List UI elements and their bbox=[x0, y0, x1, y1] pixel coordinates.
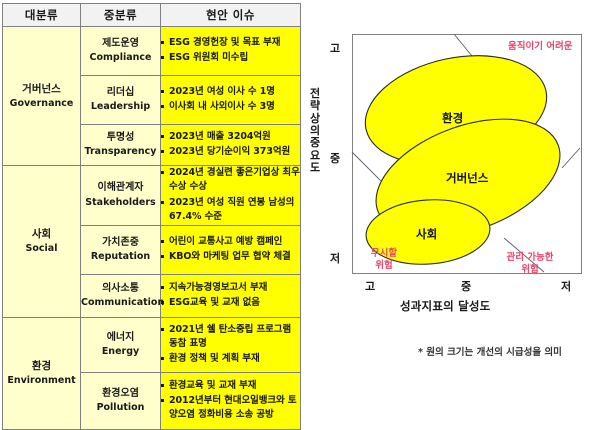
bubble-label-environment: 환경 bbox=[442, 111, 464, 125]
list-item: 2021년 쉘 탄소중립 프로그램 동참 표명 bbox=[161, 323, 300, 352]
y-axis-tick-mid: 중 bbox=[329, 152, 341, 165]
category-cell-social: 사회 Social bbox=[2, 165, 81, 318]
subcategory-cell-transparency: 투명성 Transparency bbox=[80, 124, 161, 166]
subcategory-cell-energy: 에너지 Energy bbox=[80, 317, 161, 373]
table-header-row: 대분류 중분류 현안 이슈 bbox=[2, 3, 301, 27]
issue-cell-leadership: 2023년 여성 이사 수 1명 이사회 내 사외이사 수 3명 bbox=[160, 75, 301, 125]
category-cell-environment: 환경 Environment bbox=[2, 317, 81, 430]
list-item: 2023년 매출 3204억원 bbox=[161, 130, 300, 144]
table-row: 의사소통 Communication 지속가능경영보고서 부재 ESG교육 및 … bbox=[3, 274, 301, 318]
column-header-issue: 현안 이슈 bbox=[160, 3, 301, 27]
list-item: ESG교육 및 교재 없음 bbox=[161, 296, 300, 310]
x-axis-tick-mid: 중 bbox=[460, 280, 472, 293]
subcategory-cell-leadership: 리더십 Leadership bbox=[80, 75, 161, 125]
bubble-label-governance: 거버넌스 bbox=[446, 171, 489, 185]
x-axis-tick-high: 고 bbox=[364, 280, 376, 293]
subcategory-cell-pollution: 환경오염 Pollution bbox=[80, 372, 161, 430]
subcategory-label-ko: 가치존중 bbox=[102, 236, 139, 248]
issue-cell-energy: 2021년 쉘 탄소중립 프로그램 동참 표명 환경 정책 및 계획 부재 bbox=[160, 317, 301, 373]
category-label-ko: 거버넌스 bbox=[22, 82, 61, 95]
list-item: 지속가능경영보고서 부재 bbox=[161, 281, 300, 295]
bubble-label-social: 사회 bbox=[416, 227, 438, 241]
y-axis-tick-high: 고 bbox=[329, 42, 341, 55]
issue-cell-communication: 지속가능경영보고서 부재 ESG교육 및 교재 없음 bbox=[160, 274, 301, 318]
subcategory-label-en: Reputation bbox=[90, 251, 151, 263]
annotation-line-2: 위험 bbox=[375, 260, 393, 272]
list-item: KBO와 마케팅 업무 협약 체결 bbox=[161, 250, 300, 264]
x-axis-title: 성과지표의 달성도 bbox=[400, 299, 491, 313]
table-row: 사회 Social 이해관계자 Stakeholders 2024년 경실련 좋… bbox=[2, 165, 301, 318]
subcategory-cell-reputation: 가치존중 Reputation bbox=[80, 225, 161, 275]
subcategory-label-en: Leadership bbox=[90, 101, 151, 113]
subcategory-label-en: Compliance bbox=[89, 52, 152, 64]
subcategory-label-en: Energy bbox=[101, 346, 140, 358]
list-item: ESG 위원회 미수립 bbox=[161, 51, 300, 65]
list-item: 2012년부터 현대오일뱅크와 토양오염 정화비용 소송 공방 bbox=[161, 394, 300, 423]
category-label-en: Environment bbox=[7, 375, 76, 387]
x-axis-tick-low: 저 bbox=[560, 280, 572, 293]
chart-footnote: * 원의 크기는 개선의 시급성을 의미 bbox=[418, 347, 562, 358]
table-row: 리더십 Leadership 2023년 여성 이사 수 1명 이사회 내 사외… bbox=[3, 75, 301, 125]
subcategory-label-en: Stakeholders bbox=[85, 196, 156, 208]
category-label-ko: 사회 bbox=[31, 228, 52, 240]
annotation-hard-to-move: 움직이기 어려운 bbox=[508, 41, 573, 52]
annotation-line-1: 무시할 bbox=[370, 248, 398, 259]
issue-cell-transparency: 2023년 매출 3204억원 2023년 당기순이익 373억원 bbox=[160, 124, 301, 166]
list-item: 어린이 교통사고 예방 캠페인 bbox=[161, 235, 300, 249]
issue-cell-stakeholders: 2024년 경실련 좋은기업상 최우수상 수상 2023년 여성 직원 연봉 남… bbox=[160, 165, 301, 226]
list-item: 2024년 경실련 좋은기업상 최우수상 수상 bbox=[161, 166, 300, 195]
table-row: 환경 Environment 에너지 Energy 2021년 쉘 탄소중립 프… bbox=[2, 317, 301, 430]
subcategory-label-ko: 에너지 bbox=[106, 331, 135, 343]
list-item: ESG 경영헌장 및 목표 부재 bbox=[161, 36, 300, 50]
subcategory-label-ko: 투명성 bbox=[106, 131, 135, 143]
issue-cell-reputation: 어린이 교통사고 예방 캠페인 KBO와 마케팅 업무 협약 체결 bbox=[160, 225, 301, 275]
list-item: 환경 정책 및 계획 부재 bbox=[161, 352, 300, 366]
annotation-manageable-risk: 관리 가능한 위험 bbox=[492, 252, 568, 277]
table-row: 투명성 Transparency 2023년 매출 3204억원 2023년 당… bbox=[3, 124, 301, 166]
category-cell-governance: 거버넌스 Governance bbox=[2, 26, 81, 166]
subcategory-label-ko: 의사소통 bbox=[102, 282, 139, 294]
category-label-en: Governance bbox=[9, 97, 74, 109]
subcategory-label-ko: 리더십 bbox=[106, 86, 135, 98]
column-header-subcategory: 중분류 bbox=[80, 3, 161, 27]
issue-cell-compliance: ESG 경영헌장 및 목표 부재 ESG 위원회 미수립 bbox=[160, 26, 301, 76]
issue-cell-pollution: 환경교육 및 교재 부재 2012년부터 현대오일뱅크와 토양오염 정화비용 소… bbox=[160, 372, 301, 430]
subcategory-label-ko: 제도운영 bbox=[102, 37, 139, 49]
list-item: 2023년 당기순이익 373억원 bbox=[161, 145, 300, 159]
table-row: 거버넌스 Governance 제도운영 Compliance ESG 경영헌장… bbox=[2, 26, 301, 166]
list-item: 2023년 여성 직원 연봉 남성의 67.4% 수준 bbox=[161, 196, 300, 225]
annotation-line-1: 관리 가능한 bbox=[506, 252, 554, 263]
subcategory-cell-communication: 의사소통 Communication bbox=[80, 274, 165, 318]
subcategory-label-en: Pollution bbox=[96, 402, 145, 414]
plot-area-frame bbox=[352, 34, 582, 274]
list-item: 2023년 여성 이사 수 1명 bbox=[161, 85, 300, 99]
list-item: 환경교육 및 교재 부재 bbox=[161, 379, 300, 393]
table-row: 가치존중 Reputation 어린이 교통사고 예방 캠페인 KBO와 마케팅… bbox=[3, 225, 301, 275]
annotation-ignorable-risk: 무시할 위험 bbox=[358, 248, 410, 273]
subcategory-cell-compliance: 제도운영 Compliance bbox=[80, 26, 161, 76]
subcategory-label-en: Transparency bbox=[84, 146, 157, 158]
category-label-ko: 환경 bbox=[31, 360, 52, 372]
subcategory-label-en: Communication bbox=[81, 297, 165, 309]
esg-issue-table: 대분류 중분류 현안 이슈 거버넌스 Governance 제도운영 Compl… bbox=[2, 3, 301, 430]
y-axis-tick-low: 저 bbox=[329, 252, 341, 265]
subcategory-label-ko: 환경오염 bbox=[102, 387, 139, 399]
category-label-en: Social bbox=[25, 243, 58, 255]
column-header-category: 대분류 bbox=[2, 3, 81, 27]
list-item: 이사회 내 사외이사 수 3명 bbox=[161, 100, 300, 114]
annotation-line-2: 위험 bbox=[521, 264, 539, 276]
subcategory-cell-stakeholders: 이해관계자 Stakeholders bbox=[80, 165, 161, 226]
subcategory-label-ko: 이해관계자 bbox=[97, 182, 144, 194]
